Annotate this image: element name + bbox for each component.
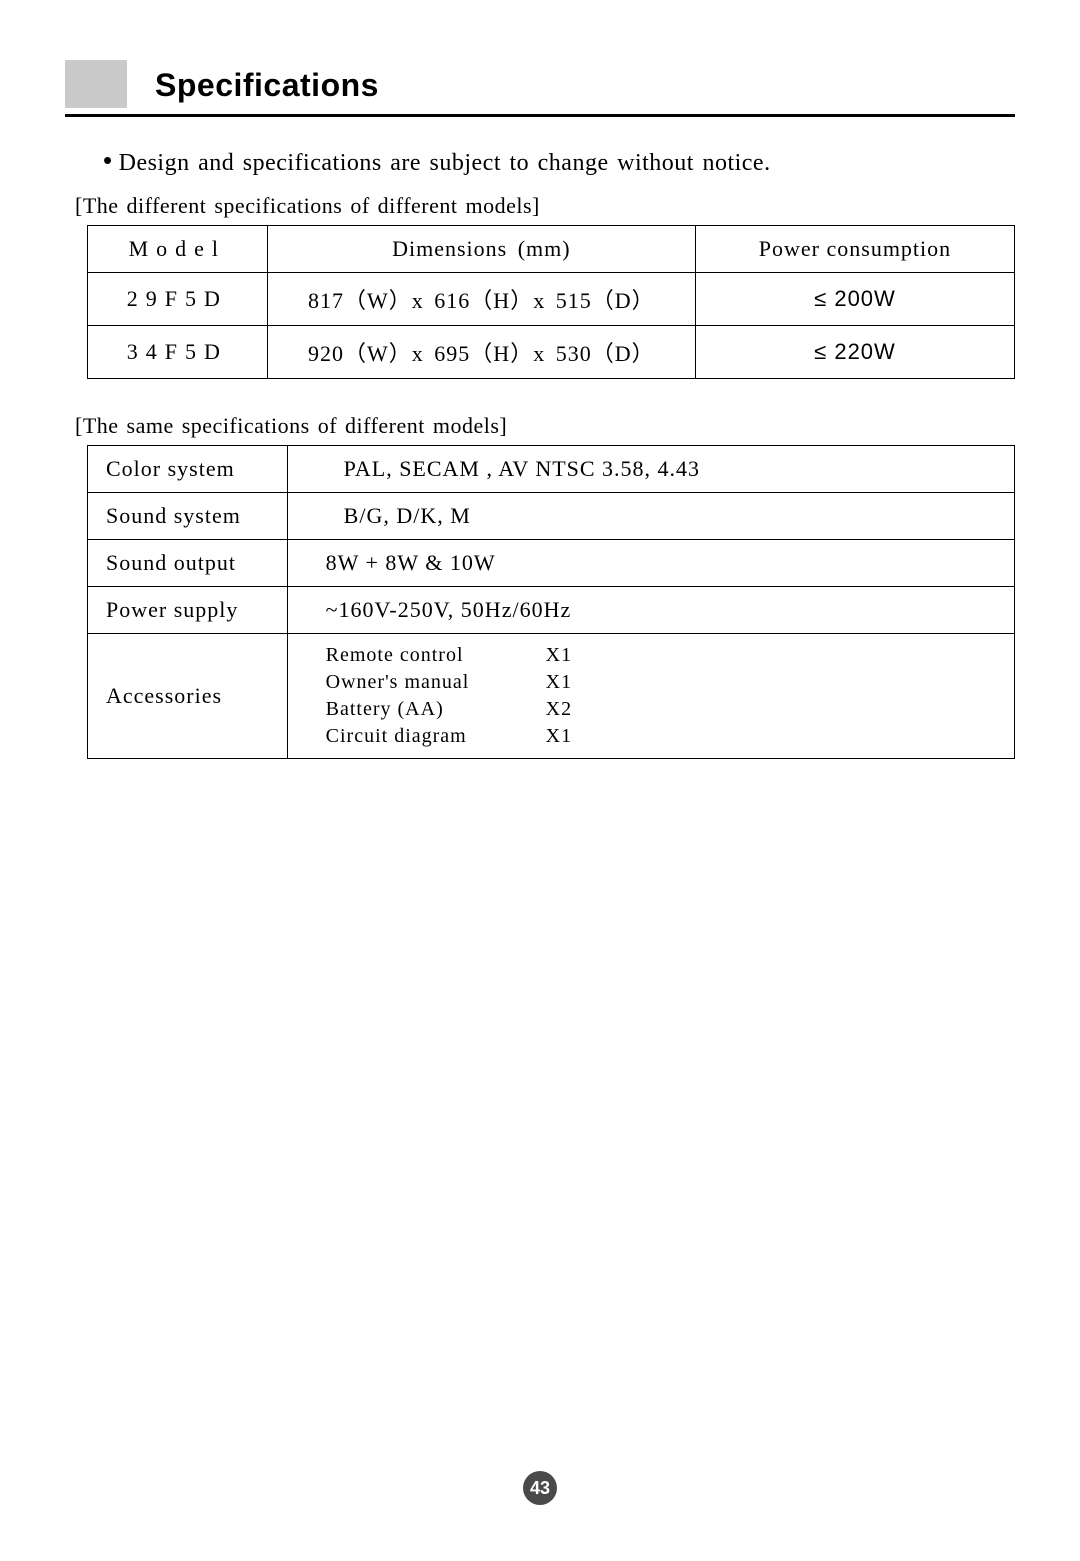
notice-text: Design and specifications are subject to…: [119, 150, 771, 176]
cell-val: 8W + 8W & 10W: [287, 540, 1014, 587]
section1-label: [The different specifications of differe…: [75, 193, 1015, 219]
accessories-grid: Remote controlX1 Owner's manualX1 Batter…: [326, 644, 1000, 748]
bullet-icon: •: [103, 145, 113, 175]
cell-dim: 920（W）x 695（H）x 530（D）: [267, 326, 695, 379]
cell-model: 29F5D: [88, 273, 268, 326]
table-row: Color system PAL, SECAM , AV NTSC 3.58, …: [88, 446, 1015, 493]
table-row: 34F5D 920（W）x 695（H）x 530（D） ≤ 220W: [88, 326, 1015, 379]
col-power: Power consumption: [695, 226, 1014, 273]
col-dimensions: Dimensions (mm): [267, 226, 695, 273]
cell-key: Color system: [88, 446, 288, 493]
same-specs-table: Color system PAL, SECAM , AV NTSC 3.58, …: [87, 445, 1015, 759]
page-number: 43: [530, 1478, 550, 1499]
cell-power: ≤ 200W: [695, 273, 1014, 326]
header-row: Specifications: [65, 60, 1015, 108]
cell-key: Sound output: [88, 540, 288, 587]
table-row: 29F5D 817（W）x 616（H）x 515（D） ≤ 200W: [88, 273, 1015, 326]
table-header-row: Model Dimensions (mm) Power consumption: [88, 226, 1015, 273]
page-title: Specifications: [155, 67, 379, 108]
acc-item: Battery (AA): [326, 698, 546, 721]
acc-item: Remote control: [326, 644, 546, 667]
cell-dim: 817（W）x 616（H）x 515（D）: [267, 273, 695, 326]
notice-line: •Design and specifications are subject t…: [103, 145, 1015, 177]
cell-val: PAL, SECAM , AV NTSC 3.58, 4.43: [287, 446, 1014, 493]
table-row-accessories: Accessories Remote controlX1 Owner's man…: [88, 634, 1015, 759]
table-row: Power supply ~160V-250V, 50Hz/60Hz: [88, 587, 1015, 634]
cell-val-accessories: Remote controlX1 Owner's manualX1 Batter…: [287, 634, 1014, 759]
acc-item: Owner's manual: [326, 671, 546, 694]
acc-item: Circuit diagram: [326, 725, 546, 748]
cell-model: 34F5D: [88, 326, 268, 379]
cell-val: B/G, D/K, M: [287, 493, 1014, 540]
section2-label: [The same specifications of different mo…: [75, 413, 1015, 439]
acc-qty: X1: [546, 644, 606, 667]
cell-val: ~160V-250V, 50Hz/60Hz: [287, 587, 1014, 634]
table-row: Sound system B/G, D/K, M: [88, 493, 1015, 540]
cell-key: Accessories: [88, 634, 288, 759]
acc-qty: X1: [546, 725, 606, 748]
table-row: Sound output 8W + 8W & 10W: [88, 540, 1015, 587]
col-model: Model: [88, 226, 268, 273]
acc-qty: X2: [546, 698, 606, 721]
cell-power: ≤ 220W: [695, 326, 1014, 379]
header-grey-box: [65, 60, 127, 108]
different-specs-table: Model Dimensions (mm) Power consumption …: [87, 225, 1015, 379]
acc-qty: X1: [546, 671, 606, 694]
page-number-badge: 43: [523, 1471, 557, 1505]
cell-key: Power supply: [88, 587, 288, 634]
page: Specifications •Design and specification…: [0, 0, 1080, 1561]
title-underline: [65, 114, 1015, 117]
cell-key: Sound system: [88, 493, 288, 540]
